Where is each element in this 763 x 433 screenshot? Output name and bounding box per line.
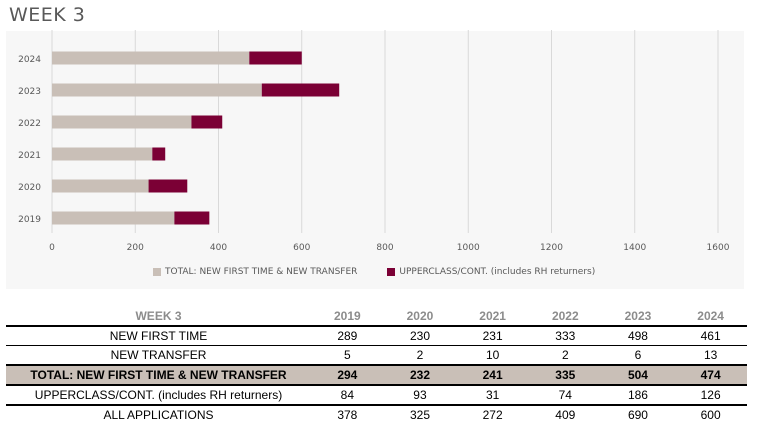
table-cell: 231 [456,326,529,346]
table-cell: 335 [528,364,602,386]
legend-item-total: TOTAL: NEW FIRST TIME & NEW TRANSFER [153,267,357,277]
table-cell: 333 [528,326,602,346]
table-cell: 84 [311,385,384,406]
y-tick-label: 2020 [18,183,41,193]
bar-total [52,211,175,225]
table-cell: 289 [311,326,384,346]
table-cell: 272 [482,408,503,422]
bar-total [52,115,192,129]
bar-total [52,179,149,193]
table-header-year: 2020 [406,309,434,323]
row-label: NEW FIRST TIME [6,326,311,346]
x-tick-label: 1600 [707,243,730,253]
table-header-row: WEEK 3 2019 2020 2021 2022 2023 2024 [6,307,747,326]
bar-upperclass [174,211,210,225]
table-header-year: 2019 [333,309,361,323]
table-cell: 5 [343,348,351,362]
applications-table: WEEK 3 2019 2020 2021 2022 2023 2024 NEW… [6,307,747,424]
table-cell: 378 [337,408,358,422]
table-row-total: TOTAL: NEW FIRST TIME & NEW TRANSFER 294… [6,364,747,386]
bar-upperclass [249,51,302,65]
chart-legend: TOTAL: NEW FIRST TIME & NEW TRANSFER UPP… [153,267,595,277]
x-tick-label: 600 [293,243,310,253]
table-cell: 600 [700,408,721,422]
legend-swatch-upperclass [387,268,396,276]
table-header-label: WEEK 3 [135,309,182,323]
bar-upperclass [148,179,188,193]
table-cell: 93 [383,385,457,406]
table-cell: 230 [383,326,457,346]
x-tick-label: 0 [49,243,55,253]
table-cell: 504 [601,364,675,386]
bar-upperclass [191,115,223,129]
bar-total [52,51,250,65]
table-row-new-transfer: NEW TRANSFER 5 2 10 2 6 13 [6,346,747,366]
table-cell: 325 [409,408,430,422]
table-cell: 10 [485,348,500,362]
table-header-year: 2023 [624,309,652,323]
page-title: WEEK 3 [9,4,86,26]
table-header-year: 2022 [551,309,579,323]
table-cell: 31 [456,385,529,406]
table-cell: 498 [601,326,675,346]
table-cell: 2 [561,348,569,362]
row-label: TOTAL: NEW FIRST TIME & NEW TRANSFER [6,364,311,386]
x-tick-label: 1200 [540,243,563,253]
bar-total [52,83,262,97]
row-label: NEW TRANSFER [110,348,207,362]
table-cell: 74 [528,385,602,406]
table-header-year: 2021 [479,309,506,323]
table-cell: 186 [601,385,675,406]
x-tick-label: 1000 [457,243,480,253]
table-cell: 241 [456,364,529,386]
bar-total [52,147,153,161]
x-tick-label: 200 [127,243,144,253]
table-row-all-applications: ALL APPLICATIONS 378 325 272 409 690 600 [6,405,747,424]
row-label: UPPERCLASS/CONT. (includes RH returners) [6,385,311,406]
y-tick-label: 2023 [18,87,41,97]
table-cell: 294 [311,364,384,386]
table-header-year: 2024 [697,309,724,323]
table-cell: 13 [703,348,718,362]
legend-label-upperclass: UPPERCLASS/CONT. (includes RH returners) [399,267,596,277]
table-cell: 474 [674,364,747,386]
table-cell: 409 [555,408,576,422]
y-tick-label: 2021 [18,151,41,161]
legend-item-upperclass: UPPERCLASS/CONT. (includes RH returners) [387,267,595,277]
stacked-bar-chart: 0 200 400 600 800 1000 1200 1400 1600 2024 2023 202… [18,30,730,253]
table-cell: 461 [674,326,747,346]
legend-label-total: TOTAL: NEW FIRST TIME & NEW TRANSFER [165,267,358,277]
bar-upperclass [261,83,340,97]
table-row-upperclass: UPPERCLASS/CONT. (includes RH returners)… [6,385,747,406]
table-row-new-first-time: NEW FIRST TIME 289 230 231 333 498 461 [6,326,747,346]
table-cell: 6 [634,348,642,362]
y-tick-label: 2019 [18,215,41,225]
table-cell: 232 [383,364,457,386]
legend-swatch-total [153,268,161,276]
x-tick-label: 800 [376,243,393,253]
table-cell: 2 [416,348,424,362]
x-tick-label: 400 [210,243,227,253]
bar-upperclass [152,147,166,161]
table-cell: 690 [627,408,648,422]
y-tick-label: 2022 [18,119,41,129]
table-cell: 126 [674,385,747,406]
row-label: ALL APPLICATIONS [103,408,214,422]
x-tick-label: 1400 [623,243,646,253]
y-tick-label: 2024 [18,55,41,65]
